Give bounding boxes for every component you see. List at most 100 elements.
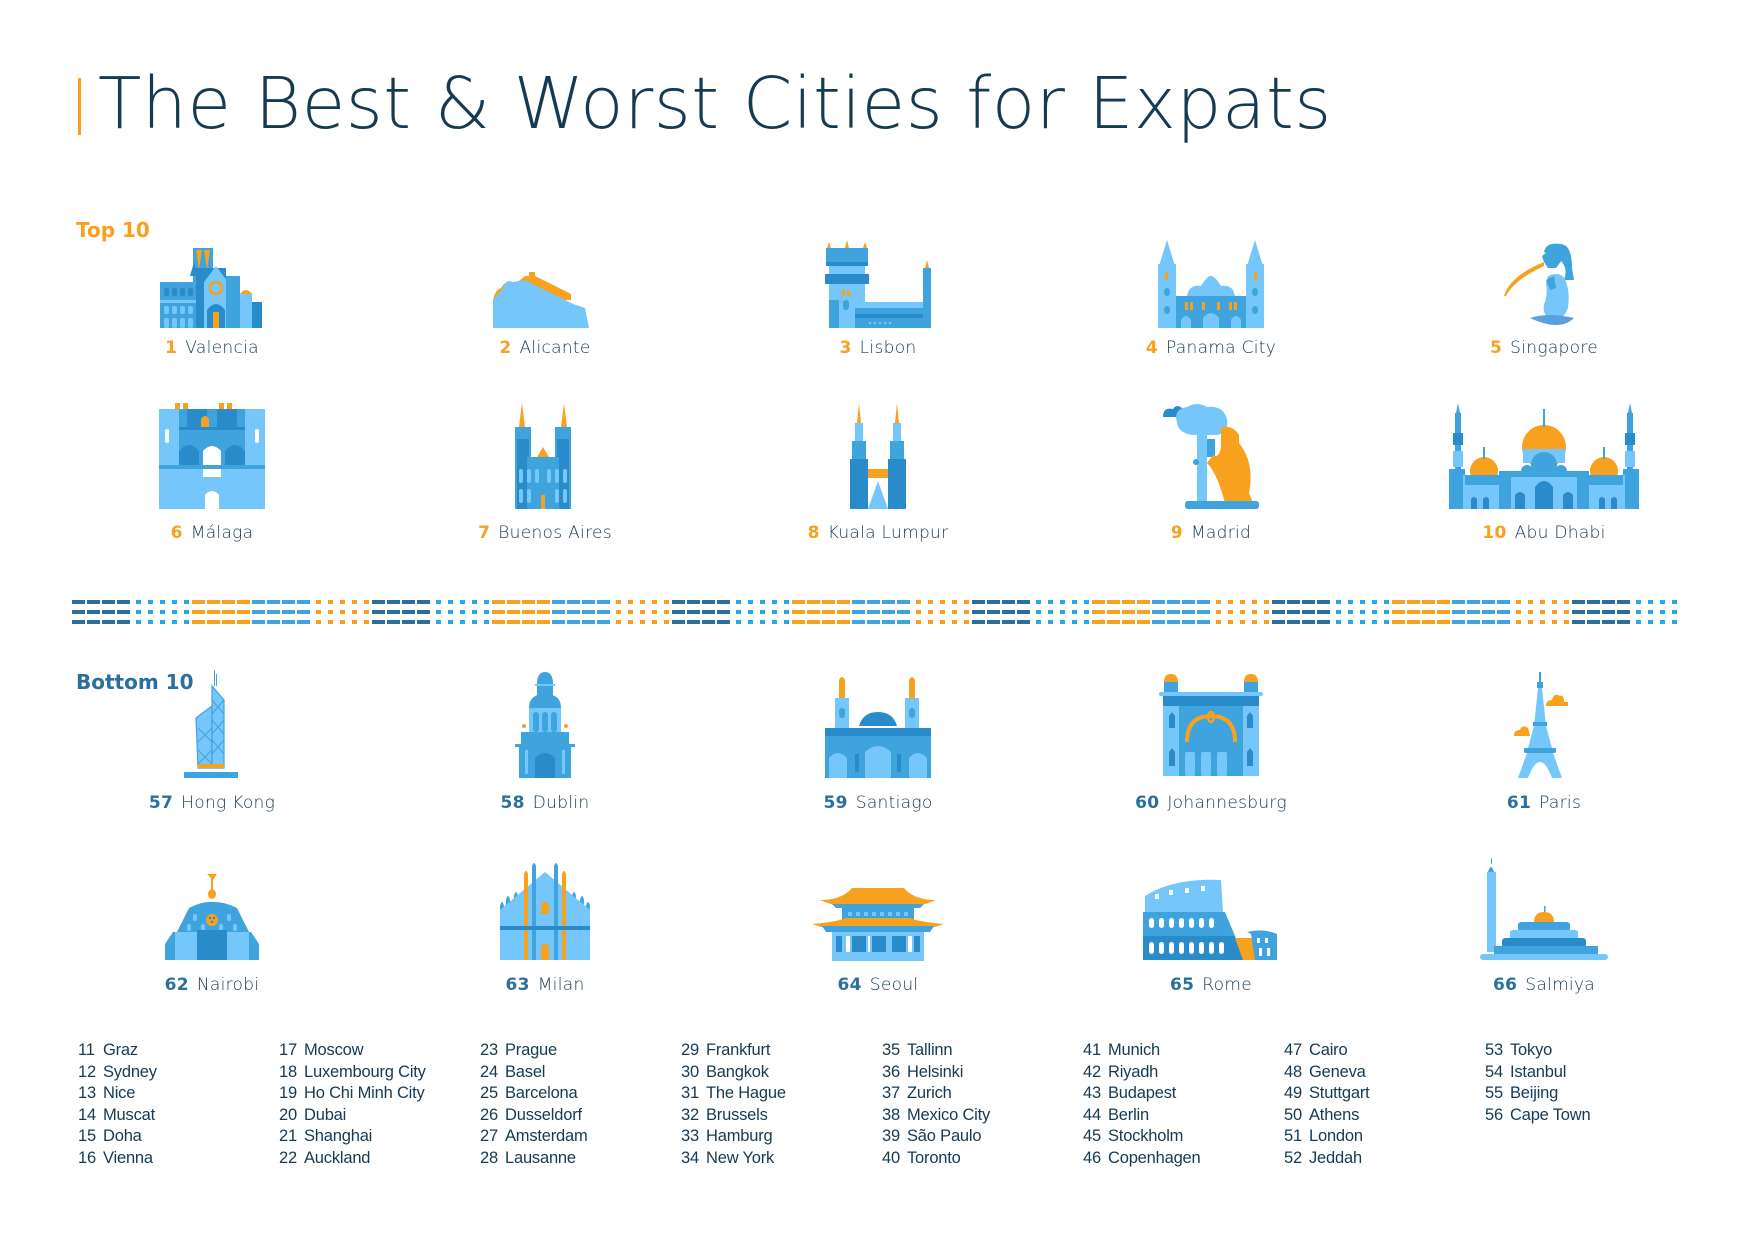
list-item-city: Moscow [304,1041,364,1059]
list-item: 46 Copenhagen [1083,1148,1283,1170]
list-item: 39 São Paulo [882,1126,1082,1148]
list-item-city: Dusseldorf [505,1105,582,1124]
list-item-city: Budapest [1108,1084,1177,1102]
list-item: 30 Bangkok [681,1062,881,1084]
list-item-city: Amsterdam [505,1127,588,1145]
list-item-rank: 22 [279,1148,297,1167]
city-name: Rome [1202,975,1252,995]
list-item-rank: 40 [882,1148,900,1167]
list-item: 19 Ho Chi Minh City [279,1083,479,1105]
city-rank: 58 [500,793,525,813]
list-item: 52 Jeddah [1284,1148,1484,1170]
list-item-rank: 28 [480,1148,498,1167]
list-item: 37 Zurich [882,1083,1082,1105]
city-name: Salmiya [1525,975,1596,995]
page-title: The Best & Worst Cities for Expats [98,62,1332,145]
list-item: 33 Hamburg [681,1126,881,1148]
city-label: 8 Kuala Lumpur [728,523,1028,543]
list-item: 48 Geneva [1284,1062,1484,1084]
list-item: 36 Helsinki [882,1062,1082,1084]
list-item-city: São Paulo [907,1127,982,1145]
list-item-city: Toronto [907,1148,961,1167]
bank-of-china-tower-icon [184,670,238,778]
list-item-city: Zurich [907,1084,952,1102]
list-column: 29 Frankfurt 30 Bangkok 31 The Hague 32 Brussel… [681,1040,881,1169]
city-label: 65 Rome [1061,975,1361,995]
list-item: 47 Cairo [1284,1040,1484,1062]
city-label: 5 Singapore [1394,338,1694,358]
city-name: Kuala Lumpur [827,523,949,543]
list-item-rank: 56 [1485,1105,1503,1124]
list-item-rank: 33 [681,1127,699,1145]
city-name: Valencia [185,338,259,358]
list-item-city: London [1309,1127,1363,1145]
list-item-rank: 11 [78,1041,95,1059]
city-name: Hong Kong [181,793,276,813]
city-rank: 63 [505,975,530,995]
alicante-castle-hill-icon [493,272,589,328]
list-column: 47 Cairo 48 Geneva 49 Stuttgart 50 Athens 51 Lond… [1284,1040,1484,1169]
list-column: 41 Munich 42 Riyadh 43 Budapest 44 Berlin 45 Stoc… [1083,1040,1283,1169]
list-item-city: New York [706,1148,775,1167]
list-column: 17 Moscow 18 Luxembourg City 19 Ho Chi Minh C… [279,1040,479,1169]
list-item-city: Geneva [1309,1062,1366,1081]
city-rank: 64 [837,975,862,995]
list-item-city: Graz [103,1041,138,1059]
list-item-rank: 15 [78,1127,96,1145]
list-item-city: Vienna [103,1148,153,1167]
list-item-city: Beijing [1510,1084,1559,1102]
city-name: Lisbon [859,338,917,358]
list-item-city: Luxembourg City [304,1062,426,1081]
city-label: 63 Milan [395,975,695,995]
city-label: 6 Málaga [62,523,362,543]
list-item-city: Brussels [706,1105,768,1124]
list-item-rank: 30 [681,1062,699,1081]
top10-heading: Top 10 [76,218,150,242]
list-item-rank: 29 [681,1041,699,1059]
city-rank: 9 [1170,523,1183,543]
list-item-city: Tokyo [1510,1041,1553,1059]
list-item-city: The Hague [706,1084,786,1102]
list-item: 11 Graz [78,1040,278,1062]
list-item-city: Ho Chi Minh City [304,1084,425,1102]
list-item-rank: 46 [1083,1148,1101,1167]
list-item: 14 Muscat [78,1105,278,1127]
city-label: 7 Buenos Aires [395,523,695,543]
list-item: 42 Riyadh [1083,1062,1283,1084]
list-item-city: Lausanne [505,1148,576,1167]
list-item: 55 Beijing [1485,1083,1685,1105]
title-accent-bar [78,78,81,135]
list-item: 43 Budapest [1083,1083,1283,1105]
list-item-city: Shanghai [304,1127,373,1145]
list-item-city: Tallinn [907,1041,953,1059]
list-item-rank: 35 [882,1041,900,1059]
bear-and-strawberry-tree-icon [1163,404,1259,509]
list-item-rank: 44 [1083,1105,1101,1124]
list-item-city: Muscat [103,1105,155,1124]
list-item: 32 Brussels [681,1105,881,1127]
city-rank: 8 [807,523,820,543]
list-item-rank: 25 [480,1084,498,1102]
list-item-city: Istanbul [1510,1062,1567,1081]
list-item-city: Cape Town [1510,1105,1591,1124]
list-item: 18 Luxembourg City [279,1062,479,1084]
list-item-rank: 41 [1083,1041,1101,1059]
list-item: 12 Sydney [78,1062,278,1084]
list-item-rank: 49 [1284,1084,1302,1102]
list-item-city: Frankfurt [706,1041,771,1059]
list-item-rank: 24 [480,1062,498,1081]
list-item-rank: 31 [681,1084,699,1102]
valencia-cathedral-icon [160,248,262,328]
list-item-rank: 36 [882,1062,900,1081]
list-item-city: Riyadh [1108,1062,1159,1081]
list-item: 50 Athens [1284,1105,1484,1127]
city-rank: 7 [478,523,491,543]
list-item-rank: 48 [1284,1062,1302,1081]
list-item: 26 Dusseldorf [480,1105,680,1127]
list-item-rank: 53 [1485,1041,1503,1059]
list-item: 31 The Hague [681,1083,881,1105]
buenos-aires-cathedral-icon [515,403,571,509]
section-divider [72,598,1682,628]
list-item-city: Doha [103,1127,142,1145]
city-name: Abu Dhabi [1514,523,1606,543]
